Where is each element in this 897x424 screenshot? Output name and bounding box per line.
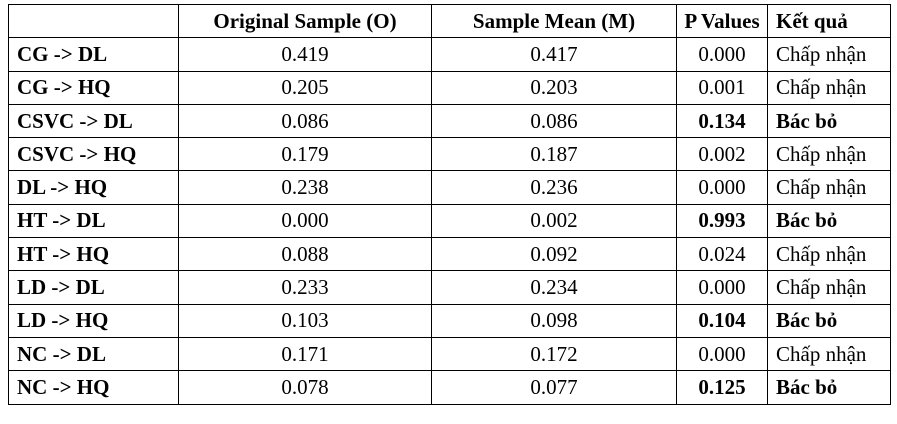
- p-value-cell: 0.000: [676, 170, 768, 205]
- result-cell: Chấp nhận: [767, 336, 891, 372]
- path-cell: NC -> HQ: [8, 370, 179, 405]
- result-cell: Chấp nhận: [767, 70, 891, 105]
- path-cell: CG -> DL: [8, 37, 179, 72]
- p-value-cell: 0.002: [676, 137, 768, 172]
- result-cell: Chấp nhận: [767, 237, 891, 272]
- original-sample-cell: 0.171: [178, 336, 432, 372]
- table-body: CG -> DL 0.419 0.417 0.000 Chấp nhận CG -> HQ…: [8, 37, 891, 405]
- sample-mean-cell: 0.417: [431, 37, 677, 72]
- sample-mean-cell: 0.236: [431, 170, 677, 205]
- result-cell: Chấp nhận: [767, 170, 891, 205]
- path-cell: CSVC -> DL: [8, 103, 179, 139]
- table-row: HT -> DL 0.000 0.002 0.993 Bác bỏ: [8, 203, 891, 239]
- table-row: DL -> HQ 0.238 0.236 0.000 Chấp nhận: [8, 170, 891, 205]
- original-sample-cell: 0.238: [178, 170, 432, 205]
- sample-mean-cell: 0.092: [431, 237, 677, 272]
- table-row: HT -> HQ 0.088 0.092 0.024 Chấp nhận: [8, 237, 891, 272]
- sample-mean-cell: 0.187: [431, 137, 677, 172]
- original-sample-cell: 0.179: [178, 137, 432, 172]
- p-value-cell: 0.001: [676, 70, 768, 105]
- p-value-cell: 0.134: [676, 103, 768, 139]
- p-value-cell: 0.104: [676, 303, 768, 338]
- path-cell: CSVC -> HQ: [8, 137, 179, 172]
- sample-mean-cell: 0.098: [431, 303, 677, 338]
- original-sample-cell: 0.205: [178, 70, 432, 105]
- result-cell: Chấp nhận: [767, 137, 891, 172]
- path-cell: CG -> HQ: [8, 70, 179, 105]
- path-cell: HT -> DL: [8, 203, 179, 239]
- sample-mean-cell: 0.203: [431, 70, 677, 105]
- table-row: NC -> HQ 0.078 0.077 0.125 Bác bỏ: [8, 370, 891, 405]
- table-row: CG -> DL 0.419 0.417 0.000 Chấp nhận: [8, 37, 891, 72]
- table-row: CSVC -> DL 0.086 0.086 0.134 Bác bỏ: [8, 103, 891, 139]
- table-row: CSVC -> HQ 0.179 0.187 0.002 Chấp nhận: [8, 137, 891, 172]
- path-cell: LD -> HQ: [8, 303, 179, 338]
- p-value-cell: 0.024: [676, 237, 768, 272]
- p-value-cell: 0.000: [676, 37, 768, 72]
- sample-mean-cell: 0.086: [431, 103, 677, 139]
- path-cell: DL -> HQ: [8, 170, 179, 205]
- result-cell: Bác bỏ: [767, 103, 891, 139]
- path-cell: HT -> HQ: [8, 237, 179, 272]
- header-p-values: P Values: [676, 3, 768, 39]
- table-row: CG -> HQ 0.205 0.203 0.001 Chấp nhận: [8, 70, 891, 105]
- table-header: Original Sample (O) Sample Mean (M) P Va…: [8, 3, 891, 39]
- table-row: NC -> DL 0.171 0.172 0.000 Chấp nhận: [8, 336, 891, 372]
- p-value-cell: 0.000: [676, 270, 768, 305]
- original-sample-cell: 0.233: [178, 270, 432, 305]
- p-value-cell: 0.125: [676, 370, 768, 405]
- header-original-sample: Original Sample (O): [178, 3, 432, 39]
- header-sample-mean: Sample Mean (M): [431, 3, 677, 39]
- original-sample-cell: 0.000: [178, 203, 432, 239]
- p-value-cell: 0.993: [676, 203, 768, 239]
- header-result: Kết quả: [767, 3, 891, 39]
- table-row: LD -> DL 0.233 0.234 0.000 Chấp nhận: [8, 270, 891, 305]
- p-value-cell: 0.000: [676, 336, 768, 372]
- hypothesis-results-table: Original Sample (O) Sample Mean (M) P Va…: [8, 3, 891, 405]
- result-cell: Bác bỏ: [767, 303, 891, 338]
- result-cell: Chấp nhận: [767, 37, 891, 72]
- original-sample-cell: 0.078: [178, 370, 432, 405]
- original-sample-cell: 0.088: [178, 237, 432, 272]
- sample-mean-cell: 0.172: [431, 336, 677, 372]
- result-cell: Chấp nhận: [767, 270, 891, 305]
- original-sample-cell: 0.419: [178, 37, 432, 72]
- header-path: [8, 3, 179, 39]
- result-cell: Bác bỏ: [767, 203, 891, 239]
- sample-mean-cell: 0.234: [431, 270, 677, 305]
- sample-mean-cell: 0.002: [431, 203, 677, 239]
- sample-mean-cell: 0.077: [431, 370, 677, 405]
- result-cell: Bác bỏ: [767, 370, 891, 405]
- table-row: LD -> HQ 0.103 0.098 0.104 Bác bỏ: [8, 303, 891, 338]
- path-cell: NC -> DL: [8, 336, 179, 372]
- original-sample-cell: 0.103: [178, 303, 432, 338]
- header-row: Original Sample (O) Sample Mean (M) P Va…: [8, 3, 891, 39]
- path-cell: LD -> DL: [8, 270, 179, 305]
- original-sample-cell: 0.086: [178, 103, 432, 139]
